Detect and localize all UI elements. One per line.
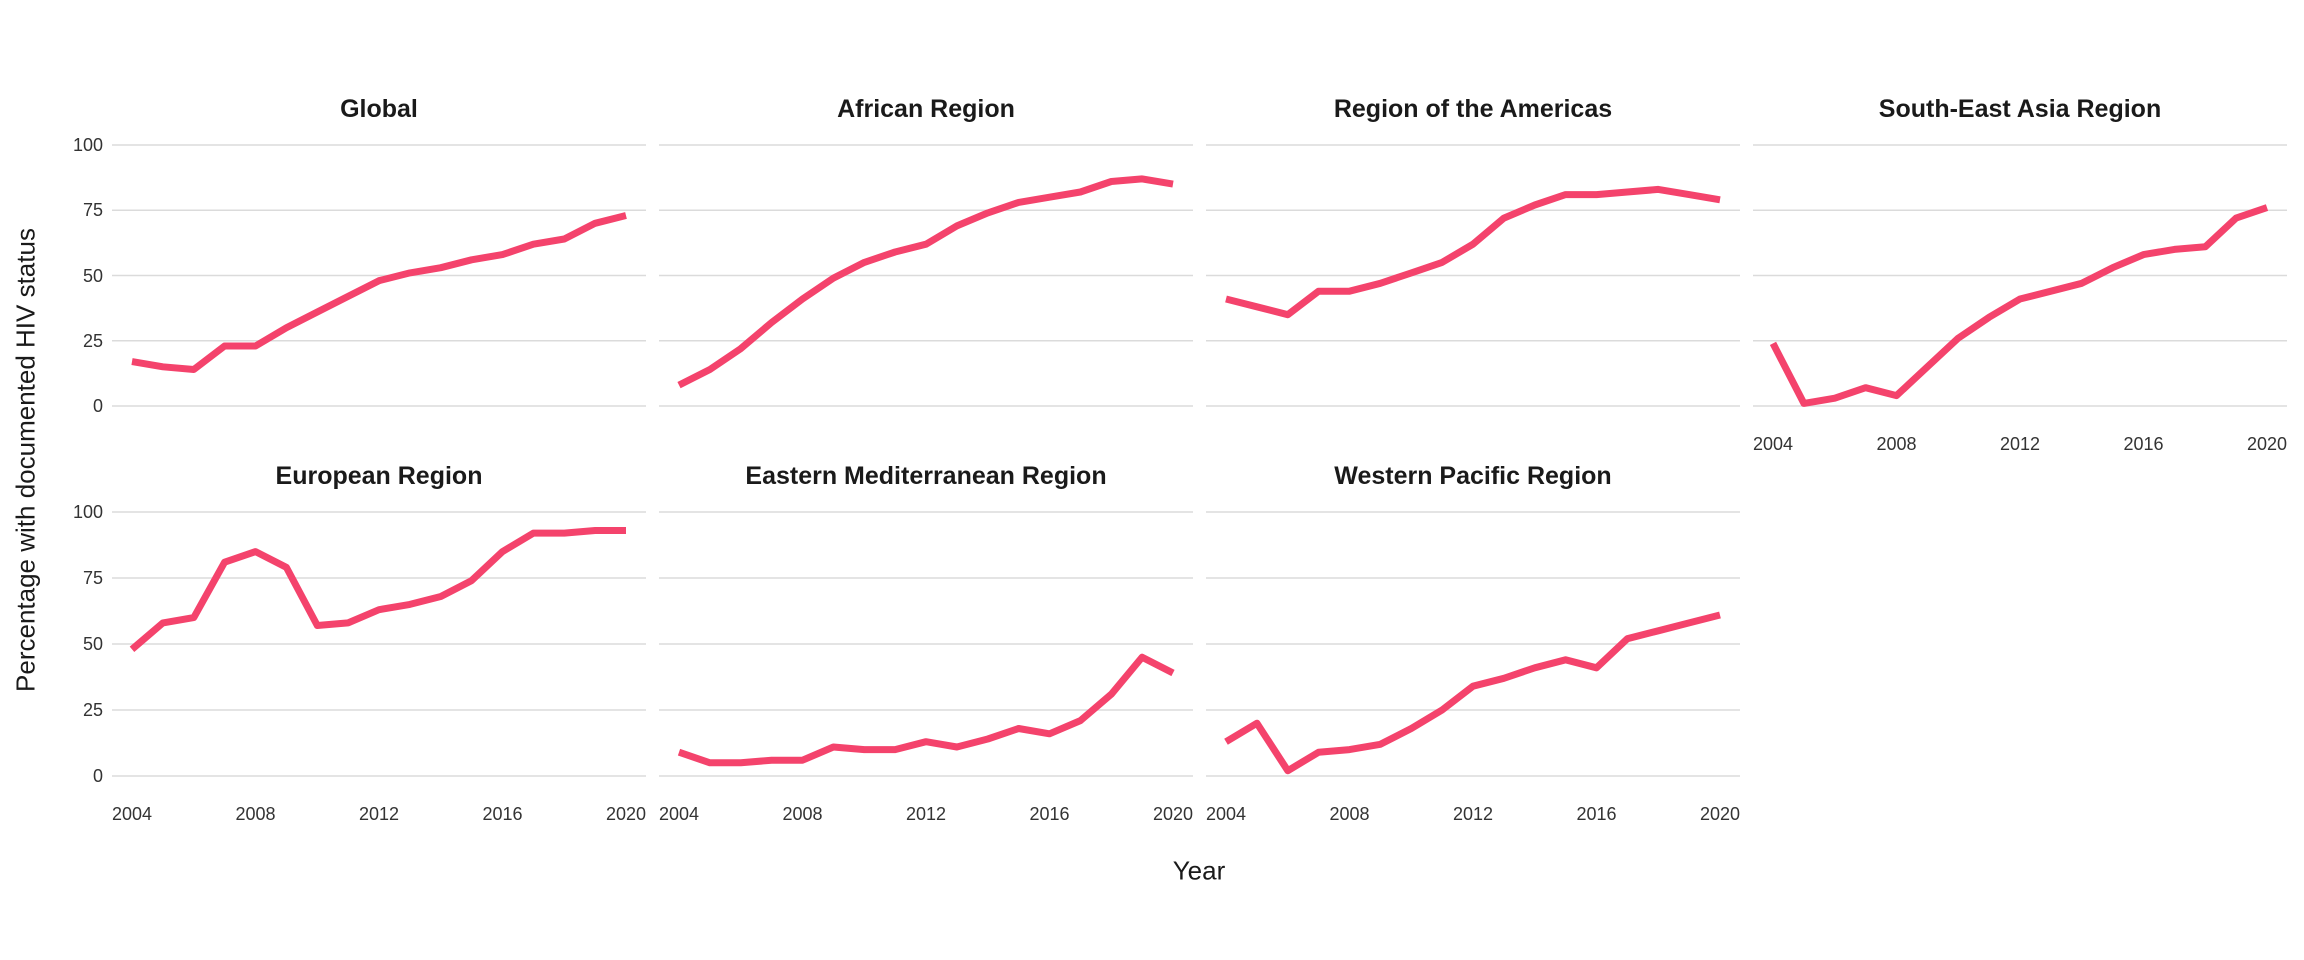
x-axis-tick-label: 2008 bbox=[782, 804, 823, 824]
facet-panel bbox=[659, 131, 1193, 419]
x-axis-tick-label: 2004 bbox=[1752, 434, 1794, 454]
x-axis-tick-label: 2020 bbox=[1152, 804, 1194, 824]
data-line bbox=[129, 527, 626, 652]
y-axis-tick-label: 100 bbox=[72, 502, 103, 522]
panel-plot-area bbox=[1753, 144, 2287, 407]
data-line bbox=[1224, 611, 1721, 775]
data-line bbox=[131, 212, 627, 373]
x-axis-tick-label: 2012 bbox=[1452, 804, 1494, 824]
x-axis-title: Year bbox=[1172, 855, 1226, 886]
x-axis-tick-label: 2004 bbox=[658, 804, 700, 824]
y-axis-tick-label: 0 bbox=[92, 766, 103, 786]
facet-title: Region of the Americas bbox=[1333, 95, 1613, 123]
x-axis-tick-label: 2012 bbox=[1999, 434, 2041, 454]
y-axis-tick-label: 50 bbox=[82, 634, 103, 654]
panel-plot-area bbox=[112, 511, 646, 777]
panel-plot-area bbox=[1206, 511, 1740, 777]
facet-title: Western Pacific Region bbox=[1334, 462, 1612, 490]
facet-title: Global bbox=[340, 95, 418, 123]
x-axis-tick-label: 2004 bbox=[1205, 804, 1247, 824]
facet-panel bbox=[112, 131, 646, 419]
panel-plot-area bbox=[112, 144, 646, 407]
y-axis-tick-label: 50 bbox=[82, 265, 103, 286]
facet-panel bbox=[1206, 131, 1740, 419]
x-axis-tick-label: 2008 bbox=[1329, 804, 1370, 824]
y-axis-tick-label: 75 bbox=[82, 200, 103, 221]
x-axis-tick-label: 2020 bbox=[2246, 434, 2288, 454]
panel-plot-area bbox=[659, 144, 1193, 407]
x-axis-tick-label: 2016 bbox=[2123, 434, 2164, 454]
data-line bbox=[1769, 204, 2269, 407]
facet-panel bbox=[112, 498, 646, 789]
facet-panel bbox=[659, 498, 1193, 789]
facet-title: Eastern Mediterranean Region bbox=[745, 462, 1107, 490]
x-axis-tick-label: 2020 bbox=[1699, 804, 1741, 824]
y-axis-tick-label: 0 bbox=[92, 396, 103, 416]
y-axis-tick-label: 75 bbox=[82, 568, 103, 588]
data-line bbox=[677, 653, 1175, 767]
x-axis-tick-label: 2012 bbox=[358, 804, 400, 824]
x-axis-tick-label: 2016 bbox=[1576, 804, 1617, 824]
data-line bbox=[677, 175, 1174, 389]
x-axis-tick-label: 2012 bbox=[905, 804, 947, 824]
panel-plot-area bbox=[659, 511, 1193, 777]
x-axis-tick-label: 2008 bbox=[1876, 434, 1917, 454]
x-axis-tick-label: 2020 bbox=[605, 804, 647, 824]
facet-panel bbox=[1206, 498, 1740, 789]
panel-plot-area bbox=[1206, 144, 1740, 407]
facet-title: South-East Asia Region bbox=[1878, 95, 2162, 123]
y-axis-tick-label: 25 bbox=[82, 700, 103, 720]
facet-title: European Region bbox=[275, 462, 483, 490]
y-axis-tick-label: 25 bbox=[82, 330, 103, 351]
x-axis-tick-label: 2016 bbox=[1029, 804, 1070, 824]
facet-panel bbox=[1753, 131, 2287, 419]
y-axis-tick-label: 100 bbox=[72, 135, 103, 155]
data-line bbox=[1225, 185, 1721, 319]
x-axis-tick-label: 2004 bbox=[111, 804, 153, 824]
y-axis-title: Percentage with documented HIV status bbox=[10, 228, 41, 692]
x-axis-tick-label: 2008 bbox=[235, 804, 276, 824]
x-axis-tick-label: 2016 bbox=[482, 804, 523, 824]
facet-title: African Region bbox=[837, 95, 1015, 123]
